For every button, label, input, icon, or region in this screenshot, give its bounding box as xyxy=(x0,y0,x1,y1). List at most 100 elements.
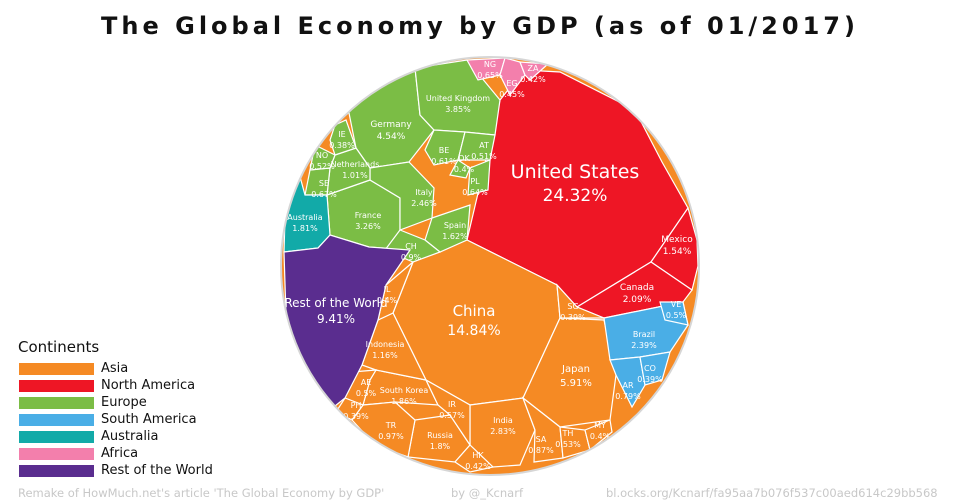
cell-value-se: 0.67% xyxy=(311,190,337,199)
cell-value-ir: 0.57% xyxy=(439,411,465,420)
cell-ie xyxy=(329,119,357,156)
cell-label-ch: CH xyxy=(405,242,417,251)
cell-label-italy: Italy xyxy=(415,188,433,197)
cell-label-my: MY xyxy=(594,421,606,430)
legend-item-africa: Africa xyxy=(18,445,213,462)
cell-be xyxy=(424,129,466,166)
footer-credit-link: bl.ocks.org/Kcnarf/fa95aa7b076f537c00aed… xyxy=(606,486,938,500)
cell-label-germany: Germany xyxy=(370,120,412,130)
cell-label-ng: NG xyxy=(484,60,496,69)
cell-label-spain: Spain xyxy=(444,221,466,230)
legend-item-south-america: South America xyxy=(18,411,213,428)
cell-value-russia: 1.8% xyxy=(430,442,451,451)
legend-item-rest-of-the-world: Rest of the World xyxy=(18,462,213,479)
cell-value-ae: 0.5% xyxy=(356,389,377,398)
cell-label-no: NO xyxy=(316,151,328,160)
cell-sa xyxy=(521,396,564,463)
cell-pl xyxy=(467,159,491,196)
cell-value-japan: 5.91% xyxy=(560,378,592,389)
cell-value-ch: 0.9% xyxy=(401,253,422,262)
cell-label-be: BE xyxy=(439,146,450,155)
cell-label-hk: HK xyxy=(472,451,484,460)
legend-label-south-america: South America xyxy=(101,412,197,427)
cell-label-pl: PL xyxy=(470,177,480,186)
legend-swatch-asia xyxy=(18,361,95,376)
cell-label-ar: AR xyxy=(622,381,633,390)
cell-value-brazil: 2.39% xyxy=(631,341,657,350)
cell-value-australia: 1.81% xyxy=(292,224,318,233)
cell-value-sa: 0.87% xyxy=(528,446,554,455)
cell-ar xyxy=(609,356,646,409)
cell-value-ph: 0.39% xyxy=(343,412,369,421)
cell-label-china: China xyxy=(453,302,496,320)
cell-value-pl: 0.64% xyxy=(462,188,488,197)
legend-swatch-rest-of-the-world xyxy=(18,463,95,478)
cell-label-canada: Canada xyxy=(620,283,654,293)
legend-swatch-south-america xyxy=(18,412,95,427)
cell-label-tr: TR xyxy=(385,421,397,430)
cell-label-south-korea: South Korea xyxy=(380,386,429,395)
cell-hk xyxy=(454,444,495,473)
cell-value-tr: 0.97% xyxy=(378,432,404,441)
cell-ve xyxy=(659,301,689,326)
cell-label-russia: Russia xyxy=(427,431,453,440)
cell-spain xyxy=(424,204,471,253)
cell-label-eg: EG xyxy=(506,79,517,88)
cell-label-france: France xyxy=(355,211,382,220)
cell-label-il: IL xyxy=(384,285,391,294)
cell-label-rest-of-the-world: Rest of the World xyxy=(284,296,387,310)
cell-italy xyxy=(369,161,435,231)
cell-value-mexico: 1.54% xyxy=(663,247,692,257)
cell-label-mexico: Mexico xyxy=(661,235,693,245)
cell-value-hk: 0.42% xyxy=(465,462,491,471)
cell-value-rest-of-the-world: 9.41% xyxy=(317,312,355,326)
cell-value-china: 14.84% xyxy=(447,323,500,339)
cell-value-india: 2.83% xyxy=(490,427,516,436)
cell-label-brazil: Brazil xyxy=(633,330,655,339)
cell-label-ph: PH xyxy=(351,401,362,410)
cell-dk xyxy=(449,159,471,179)
legend-swatch-australia xyxy=(18,429,95,444)
legend-label-australia: Australia xyxy=(101,429,159,444)
legend-item-north-america: North America xyxy=(18,377,213,394)
cell-value-canada: 2.09% xyxy=(623,295,652,305)
cell-value-my: 0.4% xyxy=(590,432,611,441)
legend-swatch-europe xyxy=(18,395,95,410)
cell-value-be: 0.61% xyxy=(431,157,457,166)
cell-at xyxy=(457,131,496,161)
legend-label-north-america: North America xyxy=(101,378,196,393)
cell-label-netherlands: Netherlands xyxy=(331,160,380,169)
cell-label-ae: AE xyxy=(361,378,372,387)
cell-label-india: India xyxy=(493,416,513,425)
legend-label-africa: Africa xyxy=(101,446,139,461)
cell-label-japan: Japan xyxy=(561,364,590,375)
cell-label-ir: IR xyxy=(448,400,456,409)
cell-value-ie: 0.38% xyxy=(329,141,355,150)
cell-label-sg: SG xyxy=(567,302,578,311)
cell-value-ve: 0.5% xyxy=(666,311,687,320)
legend-label-asia: Asia xyxy=(101,361,129,376)
cell-value-za: 0.42% xyxy=(520,75,546,84)
cell-label-se: SE xyxy=(319,179,329,188)
legend-item-europe: Europe xyxy=(18,394,213,411)
cell-value-france: 3.26% xyxy=(355,222,381,231)
cell-value-ar: 0.79% xyxy=(615,392,641,401)
cell-value-united-kingdom: 3.85% xyxy=(445,105,471,114)
cell-label-ve: VE xyxy=(671,300,682,309)
cell-label-at: AT xyxy=(479,141,489,150)
legend-swatch-africa xyxy=(18,446,95,461)
cell-value-germany: 4.54% xyxy=(377,132,406,142)
cell-value-spain: 1.62% xyxy=(442,232,468,241)
cell-label-australia: Australia xyxy=(287,213,322,222)
cell-label-dk: DK xyxy=(458,154,470,163)
footer-credit-author: by @_Kcnarf xyxy=(451,486,523,500)
cell-value-united-states: 24.32% xyxy=(543,186,608,206)
cell-label-za: ZA xyxy=(528,64,539,73)
cell-value-netherlands: 1.01% xyxy=(342,171,368,180)
legend-item-asia: Asia xyxy=(18,360,213,377)
cell-co xyxy=(639,351,671,386)
cell-label-united-states: United States xyxy=(511,161,640,183)
cell-label-th: TH xyxy=(562,429,574,438)
cell-value-co: 0.39% xyxy=(637,375,663,384)
